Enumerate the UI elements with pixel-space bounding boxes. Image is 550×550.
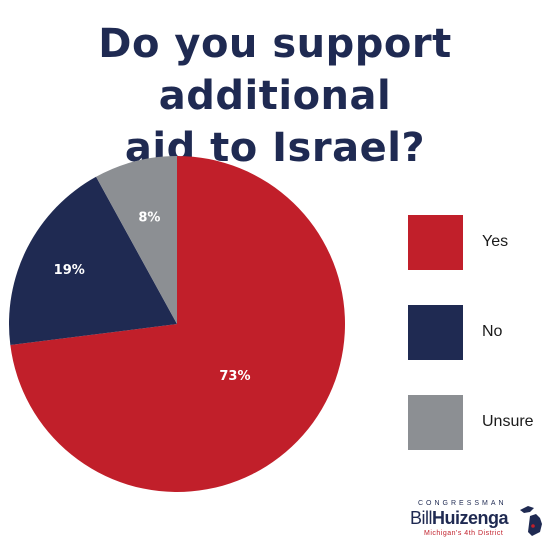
legend-item-unsure: Unsure: [408, 395, 548, 451]
legend-item-no: No: [408, 305, 548, 361]
pie-label-yes: 73%: [219, 369, 250, 384]
pie-slice-yes: [10, 156, 345, 492]
pie-slice-unsure: [96, 156, 177, 324]
congressman-logo: CONGRESSMAN BillHuizenga Michigan's 4th …: [410, 500, 550, 544]
logo-last-name: Huizenga: [432, 508, 509, 528]
legend-label-yes: Yes: [482, 233, 509, 250]
chart-title: Do you support additional aid to Israel?: [0, 18, 550, 174]
pie-label-unsure: 8%: [138, 211, 160, 226]
logo-congressman-text: CONGRESSMAN: [418, 500, 507, 507]
title-line-1: Do you support additional: [98, 21, 452, 119]
michigan-map-icon: [520, 506, 542, 536]
logo-first-name: Bill: [410, 508, 433, 528]
pie-slice-no: [8, 176, 177, 346]
logo-district-text: Michigan's 4th District: [424, 530, 504, 537]
legend-label-unsure: Unsure: [482, 413, 534, 430]
legend-swatch-yes: [408, 215, 463, 270]
pie-label-no: 19%: [54, 263, 85, 278]
legend-swatch-unsure: [408, 395, 463, 450]
logo-name: BillHuizenga: [410, 508, 509, 529]
legend-swatch-no: [408, 305, 463, 360]
legend-label-no: No: [482, 323, 503, 340]
legend-item-yes: Yes: [408, 215, 548, 271]
